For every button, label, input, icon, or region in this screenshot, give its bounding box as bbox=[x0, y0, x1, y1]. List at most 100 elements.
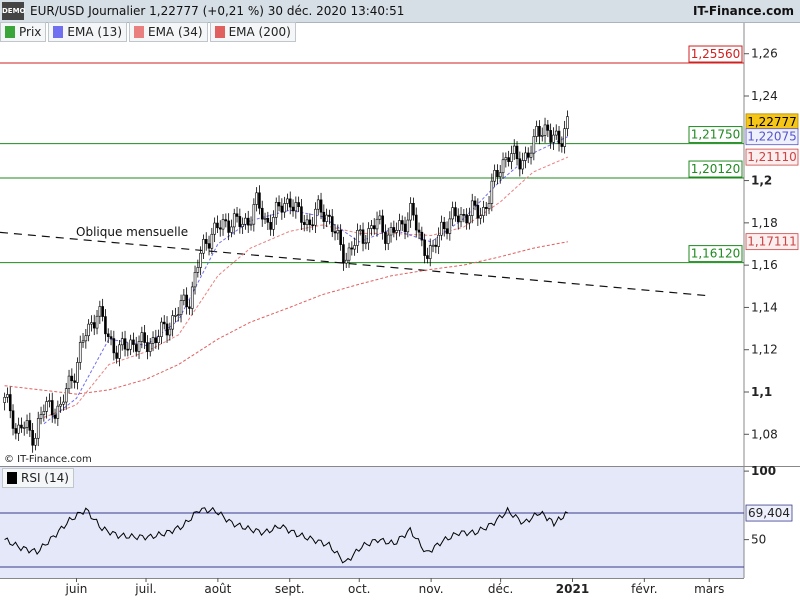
candle-body bbox=[92, 322, 96, 329]
candle-body bbox=[294, 202, 298, 212]
rsi-tick-label: 50 bbox=[751, 533, 766, 547]
candle-body bbox=[462, 214, 466, 216]
candle-body bbox=[456, 215, 460, 223]
candle-body bbox=[106, 333, 110, 337]
candle-body bbox=[412, 203, 415, 216]
candle-body bbox=[300, 206, 303, 223]
legend-item-ema-200[interactable]: EMA (200) bbox=[209, 22, 296, 42]
candle-body bbox=[344, 259, 348, 264]
candle-body bbox=[322, 211, 326, 222]
legend-item-ema-13[interactable]: EMA (13) bbox=[48, 22, 127, 42]
candle-body bbox=[95, 315, 99, 329]
legend-item-ema-34[interactable]: EMA (34) bbox=[129, 22, 208, 42]
candle-body bbox=[434, 244, 438, 247]
level-label-box bbox=[688, 126, 743, 144]
candle-body bbox=[375, 218, 379, 230]
value-badge bbox=[745, 128, 799, 146]
candle-body bbox=[160, 321, 163, 337]
candle-body bbox=[59, 403, 62, 407]
candle-body bbox=[280, 205, 284, 213]
x-tick-label: mars bbox=[694, 582, 724, 596]
candle-body bbox=[384, 231, 387, 244]
x-tick-label: nov. bbox=[419, 582, 444, 596]
candle-body bbox=[151, 337, 155, 344]
candle-body bbox=[526, 152, 530, 158]
candle-body bbox=[563, 128, 566, 147]
legend-item-prix[interactable]: Prix bbox=[0, 22, 47, 42]
y-axis-ticks: 1,26 1,24 1,2 1,18 1,16 1,14 1,12 1,1 1,08 100 50 bbox=[744, 47, 778, 547]
blue-swatch-icon bbox=[53, 26, 64, 38]
x-tick-label: févr. bbox=[631, 582, 657, 596]
candle-body bbox=[218, 227, 222, 230]
y-tick-label: 1,14 bbox=[751, 300, 778, 314]
candle-body bbox=[330, 216, 334, 232]
demo-badge: DEMO bbox=[2, 2, 26, 20]
candle-body bbox=[165, 323, 169, 336]
candle-body bbox=[342, 244, 345, 264]
candle-body bbox=[190, 286, 194, 309]
legend-item-rsi[interactable]: RSI (14) bbox=[2, 468, 74, 488]
candle-body bbox=[358, 229, 362, 232]
candle-body bbox=[370, 225, 373, 229]
horizontal-levels: 1,25560 1,21750 1,20120 1,16120 bbox=[0, 45, 744, 264]
value-badge-label: 1,17111 bbox=[747, 235, 797, 249]
candle-body bbox=[277, 202, 281, 207]
candle-body bbox=[487, 203, 491, 209]
candle-body bbox=[48, 400, 51, 402]
red-swatch-icon bbox=[214, 26, 225, 38]
level-label: 1,20120 bbox=[691, 162, 741, 176]
candle-body bbox=[199, 252, 202, 268]
candle-body bbox=[524, 152, 527, 161]
candle-body bbox=[260, 207, 264, 220]
candle-body bbox=[109, 336, 113, 339]
candle-body bbox=[515, 145, 519, 160]
candle-body bbox=[120, 338, 124, 346]
candle-body bbox=[417, 229, 421, 233]
candle-body bbox=[381, 215, 384, 233]
candle-body bbox=[25, 420, 29, 428]
candle-body bbox=[207, 243, 211, 249]
candle-body bbox=[8, 394, 12, 412]
value-badge bbox=[745, 148, 799, 166]
candle-body bbox=[70, 375, 74, 382]
candle-body bbox=[168, 328, 172, 336]
candle-body bbox=[361, 229, 365, 244]
candle-body bbox=[336, 229, 340, 234]
candle-body bbox=[154, 337, 158, 344]
candle-body bbox=[6, 394, 9, 398]
candle-body bbox=[552, 134, 555, 143]
candle-body bbox=[431, 244, 435, 247]
ema-13-line bbox=[43, 136, 569, 425]
candle-body bbox=[302, 222, 306, 225]
candle-body bbox=[398, 220, 401, 231]
candle-body bbox=[204, 239, 208, 244]
candle-body bbox=[241, 223, 244, 227]
candle-body bbox=[498, 172, 502, 178]
candle-body bbox=[372, 225, 376, 230]
candle-body bbox=[367, 228, 370, 244]
candle-body bbox=[328, 214, 331, 217]
value-badge-label: 1,22075 bbox=[747, 130, 797, 144]
candle-body bbox=[232, 213, 236, 228]
candle-body bbox=[554, 130, 558, 136]
legend-label: EMA (13) bbox=[67, 25, 122, 39]
candle-body bbox=[263, 217, 267, 220]
candle-body bbox=[3, 396, 6, 403]
candle-body bbox=[311, 224, 314, 227]
ema-200-line bbox=[4, 241, 568, 395]
candle-body bbox=[440, 221, 443, 236]
candle-body bbox=[213, 222, 216, 235]
green-swatch-icon bbox=[5, 26, 15, 38]
level-label: 1,25560 bbox=[691, 47, 741, 61]
candle-body bbox=[179, 300, 183, 315]
candle-body bbox=[112, 338, 116, 354]
y-tick-label: 1,2 bbox=[751, 174, 772, 188]
candle-body bbox=[62, 401, 65, 405]
y-tick-label: 1,12 bbox=[751, 343, 778, 357]
level-label-box bbox=[688, 160, 743, 178]
candle-body bbox=[442, 221, 446, 230]
candle-body bbox=[137, 341, 141, 352]
candle-body bbox=[501, 159, 505, 174]
y-tick-label: 1,08 bbox=[751, 427, 778, 441]
